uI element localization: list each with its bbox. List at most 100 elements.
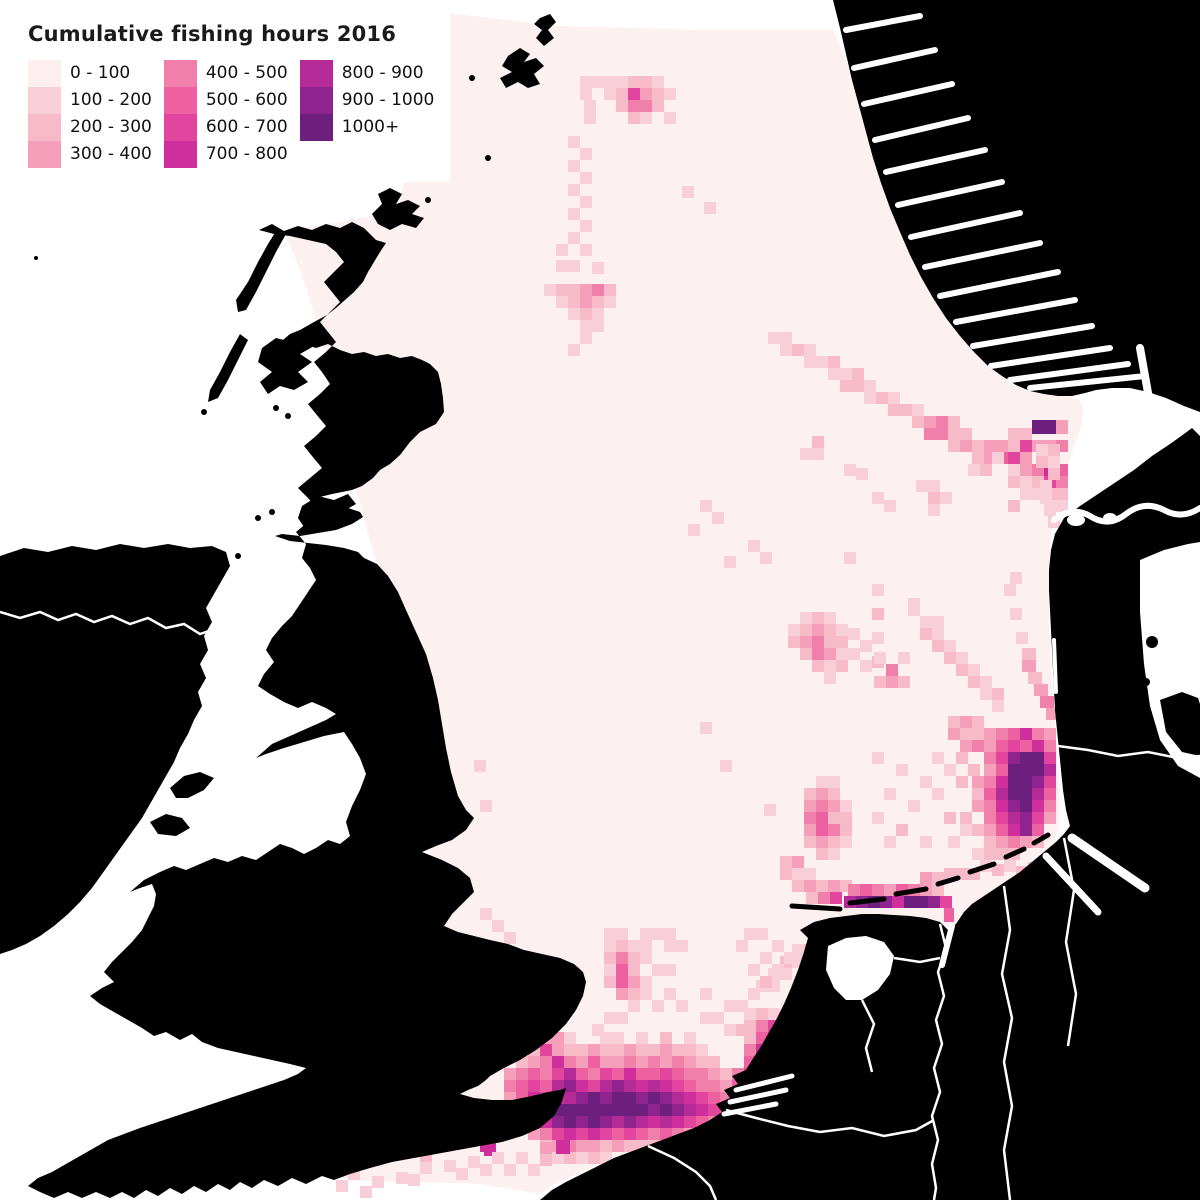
legend-range-label: 900 - 1000 (341, 90, 435, 110)
border-netherlands-province-2 (860, 999, 876, 1073)
heatmap-cell (956, 776, 968, 788)
heatmap-cell (568, 308, 580, 320)
heatmap-cell (648, 1068, 660, 1080)
heatmap-cell (628, 100, 640, 112)
heatmap-cell (1056, 500, 1068, 512)
heatmap-cell (948, 836, 960, 848)
heatmap-cell (564, 1056, 576, 1068)
heatmap-cell (708, 1080, 720, 1092)
legend-swatch-stack (28, 60, 61, 168)
heatmap-cell (888, 392, 900, 404)
heatmap-cell (568, 344, 580, 356)
heatmap-cell (616, 1012, 628, 1024)
heatmap-cell (944, 640, 956, 652)
heatmap-cell (828, 824, 840, 836)
heatmap-cell (886, 676, 898, 688)
heatmap-cell (984, 764, 996, 776)
heatmap-cell (580, 332, 592, 344)
heatmap-cell (908, 604, 920, 616)
heatmap-cell (640, 976, 652, 988)
heatmap-cell (712, 512, 724, 524)
ringkobing-fjord (1052, 638, 1058, 694)
heatmap-cell (652, 88, 664, 100)
heatmap-cell (556, 296, 568, 308)
island-isle-of-wight (330, 1140, 376, 1160)
heatmap-cell (792, 868, 804, 880)
heatmap-cell (580, 220, 592, 232)
heatmap-cell (336, 1180, 348, 1192)
heatmap-cell (1056, 488, 1068, 500)
heatmap-cell (576, 1140, 588, 1152)
heatmap-cell (1020, 776, 1032, 788)
heatmap-cell (984, 848, 996, 860)
heatmap-cell (932, 616, 944, 628)
heatmap-cell (996, 800, 1008, 812)
heatmap-cell (912, 416, 924, 428)
heatmap-cell (1020, 728, 1032, 740)
heatmap-cell (1020, 464, 1032, 476)
island-anholt (1142, 678, 1150, 686)
heatmap-cell (968, 764, 980, 776)
heatmap-cell (804, 880, 816, 892)
heatmap-cell (672, 1068, 684, 1080)
island-tiree (269, 509, 275, 515)
island-eigg (285, 413, 291, 419)
heatmap-cell (672, 1104, 684, 1116)
heatmap-cell (540, 1142, 552, 1154)
heatmap-cell (948, 716, 960, 728)
heatmap-cell (660, 1032, 672, 1044)
heatmap-cell (1044, 800, 1056, 812)
heatmap-cell (636, 1068, 648, 1080)
heatmap-cell (972, 788, 984, 800)
heatmap-cell (552, 1068, 564, 1080)
heatmap-cell (1040, 492, 1052, 504)
heatmap-cell (840, 836, 852, 848)
heatmap-cell (968, 676, 980, 688)
heatmap-cell (944, 812, 956, 824)
heatmap-cell (576, 1104, 588, 1116)
heatmap-cell (708, 1092, 720, 1104)
heatmap-cell (996, 836, 1008, 848)
heatmap-cell (616, 88, 628, 100)
heatmap-cell (624, 1104, 636, 1116)
heatmap-cell (580, 196, 592, 208)
heatmap-cell (676, 940, 688, 952)
heatmap-cell (980, 464, 992, 476)
heatmap-cell (576, 1080, 588, 1092)
heatmap-cell (568, 296, 580, 308)
heatmap-cell (664, 964, 676, 976)
heatmap-cell (736, 1024, 748, 1036)
heatmap-cell (516, 1152, 528, 1164)
heatmap-cell (604, 964, 616, 976)
heatmap-cell (528, 1056, 540, 1068)
heatmap-cell (968, 664, 980, 676)
heatmap-cell (712, 1012, 724, 1024)
heatmap-cell (812, 660, 824, 672)
heatmap-cell (896, 764, 908, 776)
land-norway (833, 0, 1200, 412)
heatmap-cell (1028, 672, 1042, 684)
heatmap-cell (576, 1044, 588, 1056)
legend-column: 400 - 500 500 - 600 600 - 700 700 - 800 (163, 60, 288, 168)
heatmap-cell (816, 824, 828, 836)
island-rum (273, 405, 279, 411)
legend-range-label: 1000+ (341, 117, 400, 137)
heatmap-cell (896, 824, 908, 836)
heatmap-cell (664, 88, 676, 100)
heatmap-cell (600, 1140, 612, 1152)
land-great-britain (28, 222, 586, 1198)
legend-label-stack: 0 - 100 100 - 200 200 - 300 300 - 400 (70, 60, 152, 168)
heatmap-cell (592, 296, 604, 308)
heatmap-cell (724, 1024, 736, 1036)
heatmap-cell (920, 616, 932, 628)
heatmap-cell (540, 1068, 552, 1080)
heatmap-cell (932, 752, 944, 764)
heatmap-cell (580, 88, 592, 100)
heatmap-cell (564, 1032, 576, 1044)
heatmap-cell (1032, 728, 1044, 740)
heatmap-cell (696, 1080, 708, 1092)
heatmap-cell (624, 1068, 636, 1080)
heatmap-cell (556, 260, 568, 272)
border-netherlands-belgium (725, 1108, 935, 1138)
heatmap-cell (628, 76, 640, 88)
